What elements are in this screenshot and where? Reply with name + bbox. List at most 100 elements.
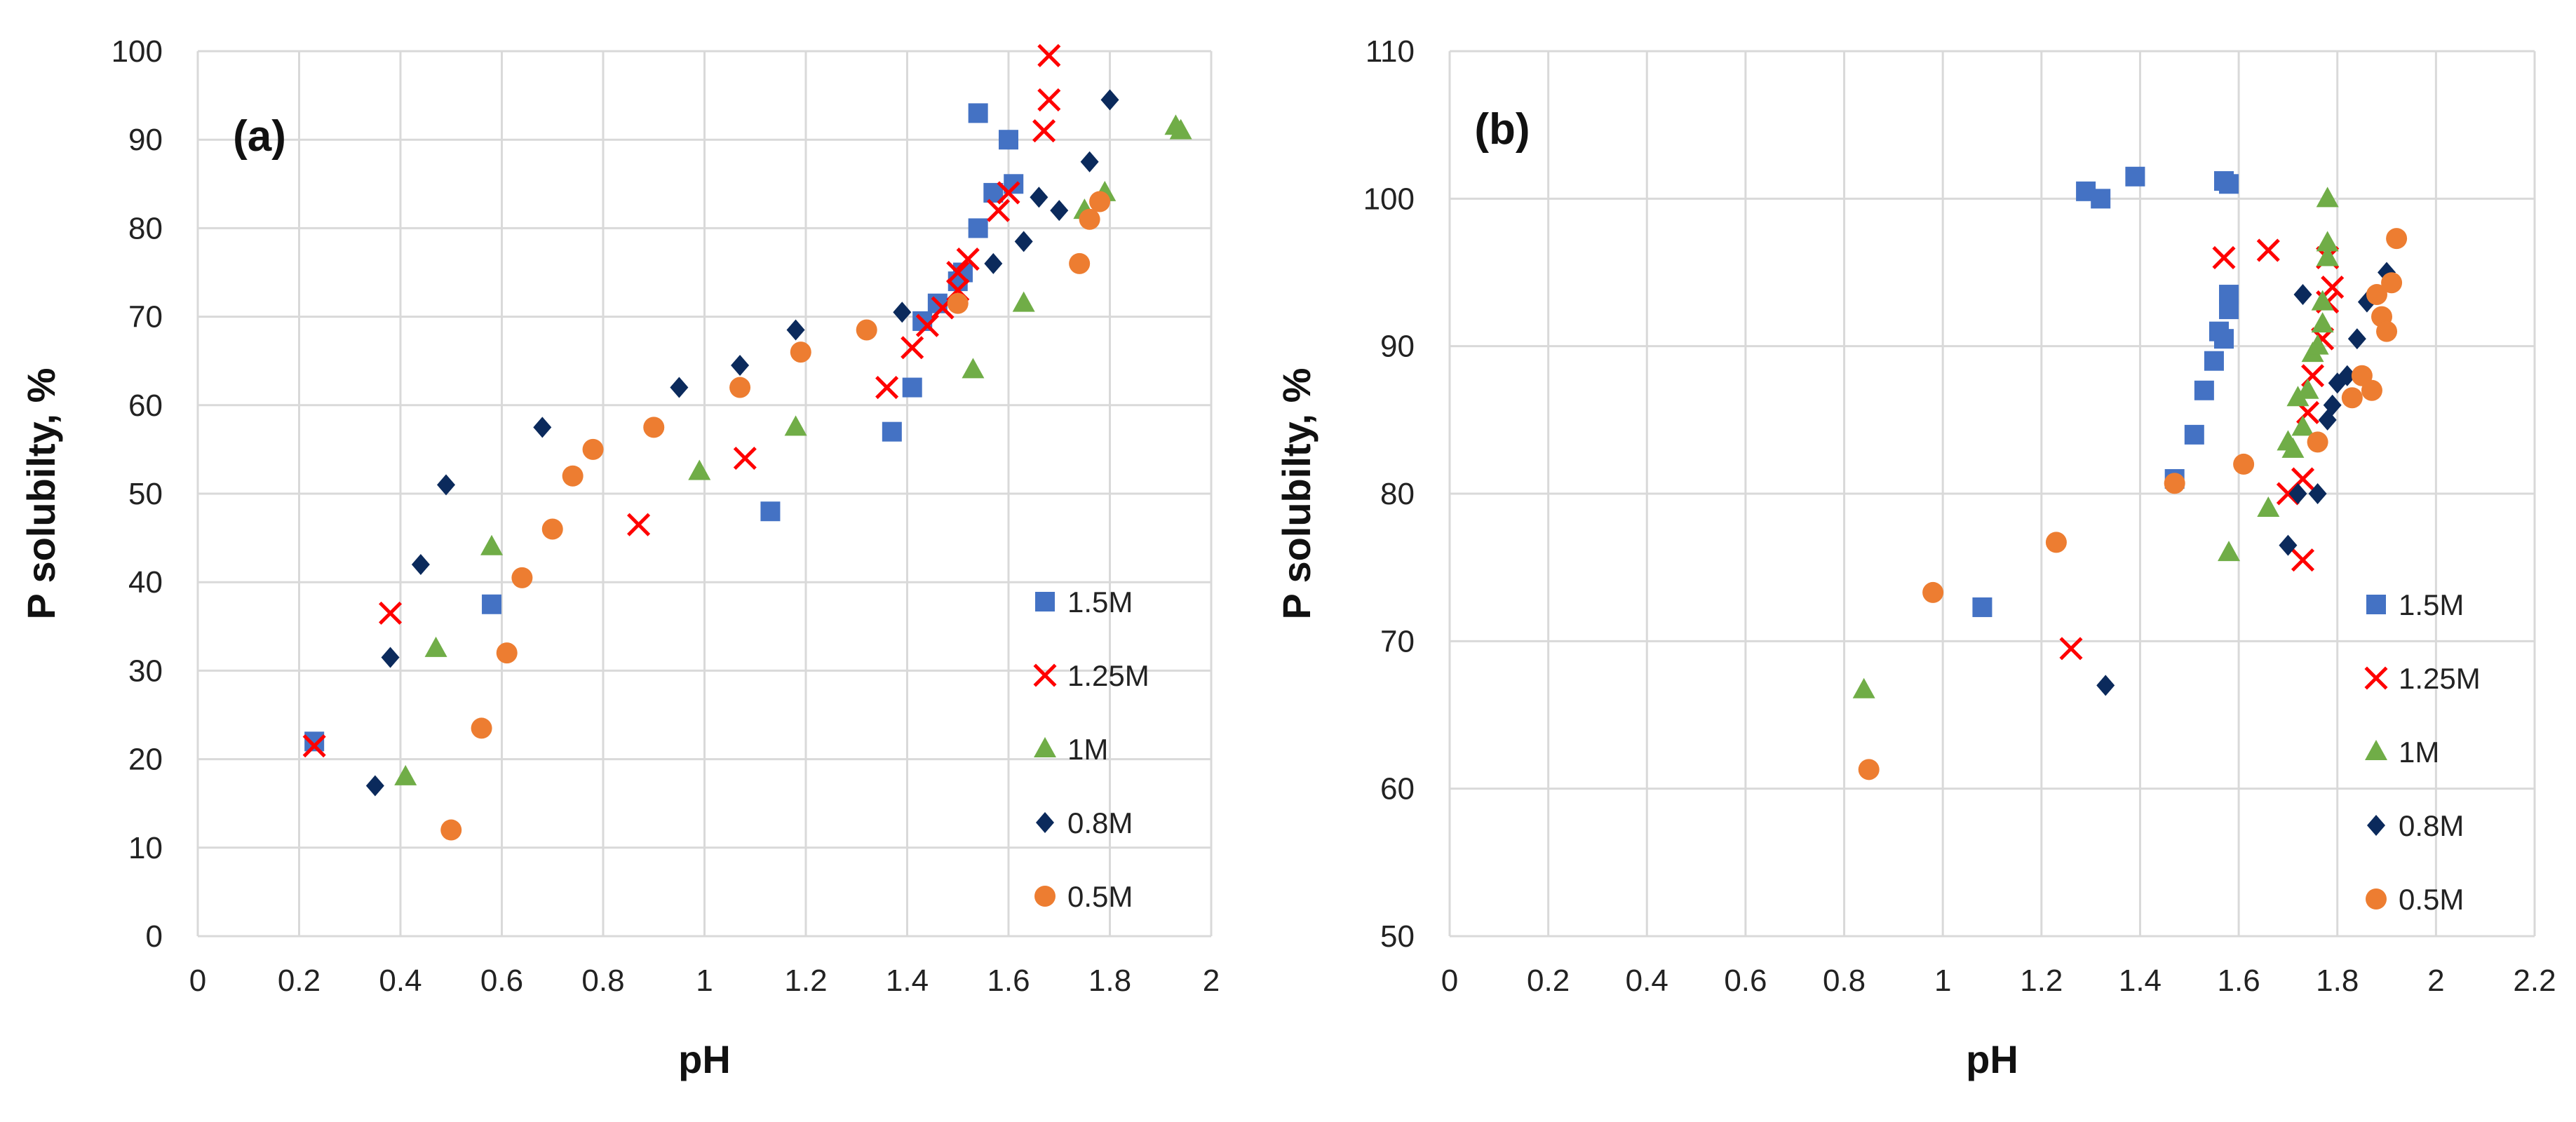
panel-a: 0 0.2 0.4 0.6 0.8 1 1.2 1.4 1.6 1.8 20102030405060…: [19, 34, 1220, 1081]
series-1-5M: [1972, 166, 2239, 617]
y-tick-label: 90: [1380, 330, 1415, 364]
y-tick-label: 40: [128, 565, 163, 600]
data-point: [2386, 228, 2408, 250]
y-tick-label: 100: [112, 34, 163, 69]
data-point: [471, 717, 492, 739]
data-point: [496, 642, 518, 664]
series-1M: [1852, 187, 2339, 698]
data-point: [1852, 677, 1875, 698]
x-tick-label: 1.4: [2119, 964, 2162, 998]
data-point: [999, 130, 1018, 150]
legend-label: 0.5M: [1067, 880, 1133, 913]
data-point: [1858, 759, 1880, 780]
x-tick-label: 1.8: [1088, 964, 1131, 998]
data-point: [2286, 386, 2309, 407]
data-point: [1069, 252, 1091, 274]
data-point: [1972, 597, 1992, 617]
legend-label: 1M: [1067, 733, 1108, 766]
data-point: [2291, 548, 2315, 572]
data-point: [1080, 151, 1099, 173]
y-tick-label: 20: [128, 743, 163, 777]
data-point: [670, 377, 689, 398]
data-point: [2347, 328, 2366, 350]
data-point: [2351, 365, 2373, 386]
data-point: [365, 775, 384, 797]
series-0-5M: [440, 191, 1111, 841]
x-tick-label: 1.6: [987, 964, 1030, 998]
y-axis-title: P solubilty, %: [1274, 368, 1319, 620]
data-point: [302, 734, 326, 758]
x-tick-label: 1.8: [2316, 964, 2359, 998]
legend-label: 0.5M: [2399, 883, 2464, 916]
data-point: [2256, 238, 2280, 262]
data-point: [882, 421, 902, 442]
legend-label: 0.8M: [2399, 809, 2464, 842]
y-tick-label: 50: [1380, 919, 1415, 954]
data-point: [2184, 424, 2204, 445]
data-point: [984, 252, 1003, 274]
data-point: [901, 336, 924, 360]
x-axis-title: pH: [678, 1037, 731, 1081]
x-tick-label: 0.8: [1823, 964, 1866, 998]
data-point: [2164, 473, 2185, 494]
data-point: [2361, 379, 2382, 401]
data-point: [627, 513, 651, 536]
data-point: [541, 518, 563, 540]
x-tick-label: 1: [696, 964, 713, 998]
x-tick-label: 1.6: [2218, 964, 2260, 998]
y-tick-label: 90: [128, 123, 163, 157]
legend-label: 1.25M: [1067, 659, 1149, 692]
data-point: [480, 534, 504, 555]
data-point: [2307, 431, 2328, 453]
data-point: [511, 567, 533, 588]
y-tick-label: 110: [1365, 34, 1415, 69]
legend-marker: [2366, 888, 2387, 910]
data-point: [533, 417, 552, 438]
x-tick-label: 0.2: [278, 964, 321, 998]
legend-marker: [1034, 886, 1056, 907]
y-tick-label: 70: [1380, 624, 1415, 658]
data-point: [394, 764, 417, 785]
data-point: [2296, 378, 2319, 399]
data-point: [2096, 675, 2115, 696]
data-point: [1037, 88, 1061, 111]
y-tick-label: 30: [128, 654, 163, 688]
x-tick-label: 2: [2427, 964, 2444, 998]
panel-b: 0 0.2 0.4 0.6 0.8 1 1.2 1.4 1.6 1.8 2 2.2 50 60 70 80 90…: [1274, 34, 2556, 1081]
data-point: [379, 601, 403, 625]
data-point: [2213, 171, 2234, 191]
data-point: [968, 103, 988, 123]
data-point: [2059, 637, 2083, 661]
data-point: [381, 647, 400, 668]
panel-label: (b): [1474, 105, 1530, 154]
data-point: [2194, 380, 2214, 400]
data-point: [2316, 231, 2339, 252]
data-point: [2306, 334, 2329, 355]
data-point: [2338, 365, 2356, 386]
legend: 1.5M 1.25M 1M 0.8M 0.5M: [2364, 588, 2481, 916]
x-tick-label: 0.6: [480, 964, 523, 998]
data-point: [987, 198, 1011, 222]
y-tick-label: 50: [128, 477, 163, 511]
data-point: [2291, 415, 2314, 436]
data-point: [1014, 231, 1033, 252]
data-point: [956, 248, 980, 271]
data-point: [2341, 387, 2363, 409]
legend: 1.5M 1.25M 1M 0.8M 0.5M: [1033, 586, 1149, 913]
data-point: [437, 474, 456, 496]
data-point: [2125, 166, 2145, 187]
data-point: [1100, 89, 1119, 111]
legend-label: 0.8M: [1067, 806, 1133, 839]
data-point: [2366, 284, 2387, 306]
y-tick-label: 80: [128, 211, 163, 245]
y-tick-label: 0: [146, 919, 163, 954]
data-point: [968, 218, 988, 238]
data-point: [411, 553, 430, 575]
y-tick-label: 100: [1363, 182, 1415, 216]
data-point: [2316, 245, 2339, 266]
data-point: [1032, 119, 1056, 143]
x-tick-label: 1.4: [886, 964, 929, 998]
data-point: [2233, 453, 2255, 475]
